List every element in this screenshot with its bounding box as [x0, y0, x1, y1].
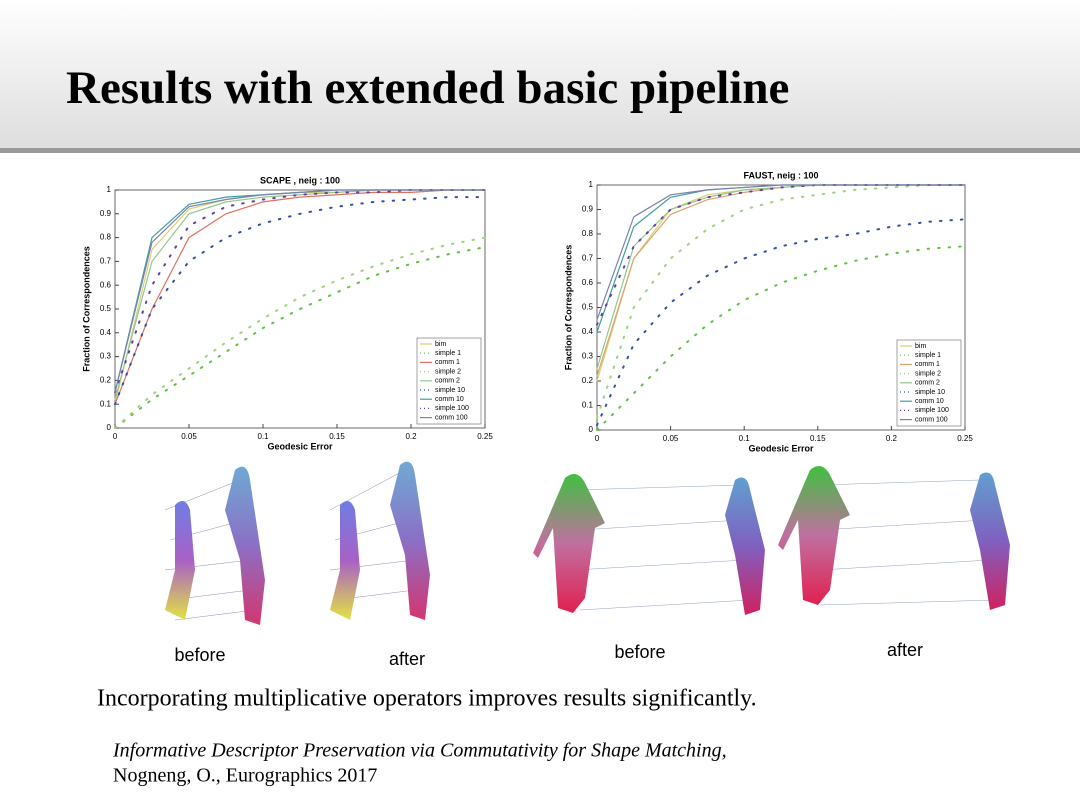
series-line — [114, 246, 486, 429]
legend-label: comm 100 — [435, 414, 468, 421]
y-tick-label: 1 — [589, 180, 594, 189]
legend-label: simple 100 — [435, 405, 469, 412]
legend-label: comm 10 — [435, 396, 464, 403]
figure-faust-after — [778, 466, 1010, 610]
x-tick-label: 0.05 — [663, 434, 679, 443]
y-tick-label: 0 — [589, 425, 594, 434]
series-line — [114, 189, 486, 405]
chart: SCAPE , neig : 100 0 0.05 0.1 0.15 0.2 0.25 0 0.… — [81, 175, 493, 451]
chart-title: FAUST, neig : 100 — [743, 170, 818, 180]
y-tick-label: 0.8 — [100, 233, 112, 242]
legend-label: simple 1 — [915, 352, 941, 359]
caption: before — [174, 645, 225, 665]
x-tick-label: 0.2 — [886, 434, 898, 443]
series-line — [596, 184, 966, 419]
figure-scape-after — [329, 461, 430, 620]
x-tick-label: 0 — [113, 432, 118, 441]
y-tick-label: 0.9 — [100, 209, 112, 218]
series-line — [596, 184, 966, 321]
y-tick-label: 0.7 — [100, 257, 112, 266]
y-tick-label: 0.9 — [582, 205, 594, 214]
y-tick-label: 0.5 — [582, 303, 594, 312]
legend-label: bim — [915, 343, 926, 350]
chart: FAUST, neig : 100 0 0.05 0.1 0.15 0.2 0.25 0 0.1… — [563, 170, 973, 453]
y-tick-label: 0.1 — [582, 401, 594, 410]
x-axis-label: Geodesic Error — [267, 441, 333, 451]
legend-label: comm 10 — [915, 398, 944, 405]
figure-faust-before — [533, 474, 765, 615]
y-tick-label: 0.4 — [100, 328, 112, 337]
legend-label: simple 100 — [915, 407, 949, 414]
y-axis-label: Fraction of Correspondences — [81, 246, 91, 372]
y-axis-label: Fraction of Correspondences — [563, 245, 573, 371]
header-rule — [0, 148, 1080, 153]
legend-label: comm 1 — [435, 359, 460, 366]
y-tick-label: 0.4 — [582, 327, 594, 336]
x-tick-label: 0.05 — [181, 432, 197, 441]
chart-title: SCAPE , neig : 100 — [260, 175, 340, 185]
y-tick-label: 1 — [107, 185, 112, 194]
x-tick-label: 0.25 — [477, 432, 493, 441]
legend-label: simple 10 — [915, 389, 945, 396]
legend-label: simple 1 — [435, 350, 461, 357]
y-tick-label: 0.8 — [582, 229, 594, 238]
series-line — [114, 236, 486, 429]
y-tick-label: 0.1 — [100, 399, 112, 408]
series-line — [114, 189, 486, 393]
x-tick-label: 0 — [595, 434, 600, 443]
legend-label: comm 100 — [915, 416, 948, 423]
y-tick-label: 0.3 — [100, 352, 112, 361]
y-tick-label: 0.7 — [582, 254, 594, 263]
x-tick-label: 0.1 — [739, 434, 751, 443]
legend-label: simple 2 — [915, 370, 941, 377]
citation-paper: Informative Descriptor Preservation via … — [112, 740, 727, 762]
x-tick-label: 0.25 — [957, 434, 973, 443]
x-tick-label: 0.2 — [405, 432, 417, 441]
y-tick-label: 0.2 — [100, 376, 112, 385]
caption: before — [614, 642, 665, 662]
y-tick-label: 0.5 — [100, 304, 112, 313]
y-tick-label: 0.6 — [100, 280, 112, 289]
y-tick-label: 0 — [107, 423, 112, 432]
legend-label: comm 2 — [915, 380, 940, 387]
caption: after — [389, 649, 425, 669]
x-axis-label: Geodesic Error — [748, 443, 814, 453]
citation-authors: Nogneng, O., Eurographics 2017 — [113, 765, 377, 787]
slide-title: Results with extended basic pipeline — [66, 62, 789, 114]
legend-label: bim — [435, 341, 446, 348]
legend-label: comm 2 — [435, 378, 460, 385]
y-tick-label: 0.3 — [582, 352, 594, 361]
legend-label: comm 1 — [915, 361, 940, 368]
series-line — [596, 184, 966, 326]
legend-label: simple 10 — [435, 387, 465, 394]
header-bg — [0, 0, 1080, 150]
series-line — [114, 196, 486, 406]
legend-label: simple 2 — [435, 368, 461, 375]
figure-scape-before — [164, 466, 265, 625]
x-tick-label: 0.15 — [810, 434, 826, 443]
x-tick-label: 0.1 — [257, 432, 269, 441]
caption: after — [887, 640, 923, 660]
series-line — [596, 218, 966, 427]
y-tick-label: 0.2 — [582, 376, 594, 385]
y-tick-label: 0.6 — [582, 278, 594, 287]
x-tick-label: 0.15 — [329, 432, 345, 441]
body-text: Incorporating multiplicative operators i… — [97, 686, 757, 712]
